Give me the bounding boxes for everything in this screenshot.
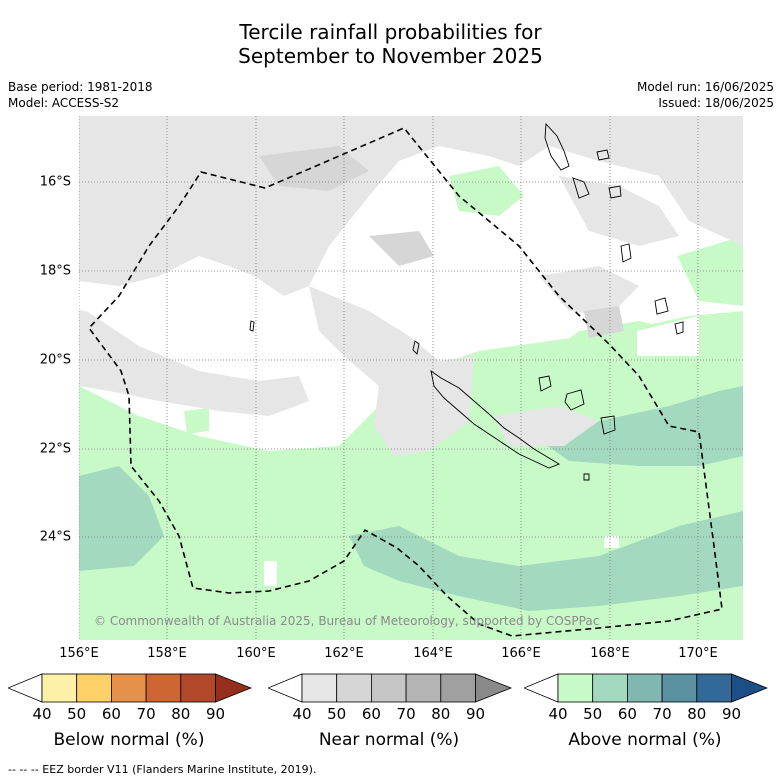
near-normal-swatch-5 [440,673,476,703]
map-title: Tercile rainfall probabilities for Septe… [0,20,781,68]
loyalty-island-2 [564,389,585,411]
map-canvas [79,116,743,640]
lon-label-156e: 156°E [59,646,99,661]
eez-legend-footnote: -- -- -- EEZ border V11 (Flanders Marine… [8,763,317,776]
above-normal-tick: 70 [652,705,672,723]
above-normal-title: Above normal (%) [568,730,722,750]
near-normal-swatch-1 [301,673,338,703]
graticule [79,116,743,640]
lon-label-168e: 168°E [590,646,630,661]
lon-label-158e: 158°E [147,646,187,661]
below-normal-swatch-5 [180,673,216,703]
below-normal-swatch-2 [76,673,112,703]
lat-label-22s: 22°S [39,441,71,457]
below-normal-swatch-3 [111,673,147,703]
probability-map [79,116,743,640]
below-normal-tick: 60 [101,705,121,723]
above-normal-tick: 80 [687,705,707,723]
near-normal-swatch-4 [405,673,442,703]
lat-label-18s: 18°S [39,263,71,279]
above-normal-swatch-0 [524,673,559,703]
below-normal-tick: 50 [67,705,87,723]
lat-label-16s: 16°S [39,174,71,190]
below-normal-tick: 80 [171,705,191,723]
model-run-text: Model run: 16/06/2025 [636,80,774,94]
islet-1 [249,320,255,332]
vanuatu-island-3 [572,177,590,199]
model-info: Base period: 1981-2018 Model: ACCESS-S2 [8,79,153,111]
near-normal-tick: 80 [431,705,451,723]
above-normal-swatch-3 [627,673,663,703]
new-caledonia-coastline [430,369,561,469]
lat-label-24s: 24°S [39,529,71,545]
near-normal-swatch-6 [475,673,512,703]
vanuatu-island-6 [654,297,669,315]
above-normal-tick: 60 [617,705,637,723]
near-normal-tick: 90 [465,705,486,723]
above-normal-swatch-6 [731,673,768,703]
above-normal-swatch-1 [557,673,594,703]
run-info: Model run: 16/06/2025 Issued: 18/06/2025 [637,79,774,111]
above-normal-swatch-2 [592,673,628,703]
title-line-2: September to November 2025 [238,44,543,68]
lon-label-162e: 162°E [324,646,364,661]
below-normal-tick: 90 [205,705,226,723]
above-normal-50-60-region [79,386,743,611]
base-period-text: Base period: 1981-2018 [8,80,153,94]
above-normal-swatch-5 [696,673,732,703]
lon-label-166e: 166°E [501,646,541,661]
near-normal-tick: 60 [361,705,381,723]
below-normal-colorbar [8,673,252,703]
lon-label-170e: 170°E [678,646,718,661]
above-normal-swatch-4 [661,673,698,703]
near-normal-swatch-3 [371,673,407,703]
below-normal-swatch-1 [41,673,78,703]
above-normal-tick: 50 [583,705,603,723]
near-normal-colorbar [268,673,512,703]
loyalty-island-1 [538,375,552,392]
near-normal-swatch-0 [268,673,303,703]
below-normal-swatch-4 [145,673,182,703]
vanuatu-island-2 [596,149,610,161]
vanuatu-island-4 [608,185,622,199]
above-normal-colorbar [524,673,768,703]
vanuatu-island-7 [674,321,684,335]
title-line-1: Tercile rainfall probabilities for [239,20,542,44]
below-normal-tick: 40 [32,705,52,723]
near-normal-title: Near normal (%) [318,730,460,750]
above-normal-tick: 90 [721,705,742,723]
vanuatu-island-5 [620,243,632,263]
below-normal-title: Below normal (%) [53,730,205,750]
white-gap-regions [79,291,699,586]
lon-label-160e: 160°E [236,646,276,661]
coastlines [249,122,684,481]
eez-border [87,127,723,637]
near-normal-tick: 70 [396,705,416,723]
copyright-notice: © Commonwealth of Australia 2025, Bureau… [94,614,600,628]
near-normal-tick: 50 [327,705,347,723]
below-normal-swatch-6 [215,673,252,703]
lat-label-20s: 20°S [39,352,71,368]
below-normal-swatch-0 [8,673,43,703]
islet-2 [412,340,420,355]
below-normal-tick: 70 [136,705,156,723]
loyalty-island-3 [600,415,616,435]
above-normal-tick: 40 [548,705,568,723]
lon-label-164e: 164°E [413,646,453,661]
islet-3 [583,473,590,481]
model-name-text: Model: ACCESS-S2 [8,96,120,110]
vanuatu-island-1 [544,122,570,171]
near-normal-swatch-2 [336,673,372,703]
issued-date-text: Issued: 18/06/2025 [658,96,774,110]
near-normal-tick: 40 [292,705,312,723]
